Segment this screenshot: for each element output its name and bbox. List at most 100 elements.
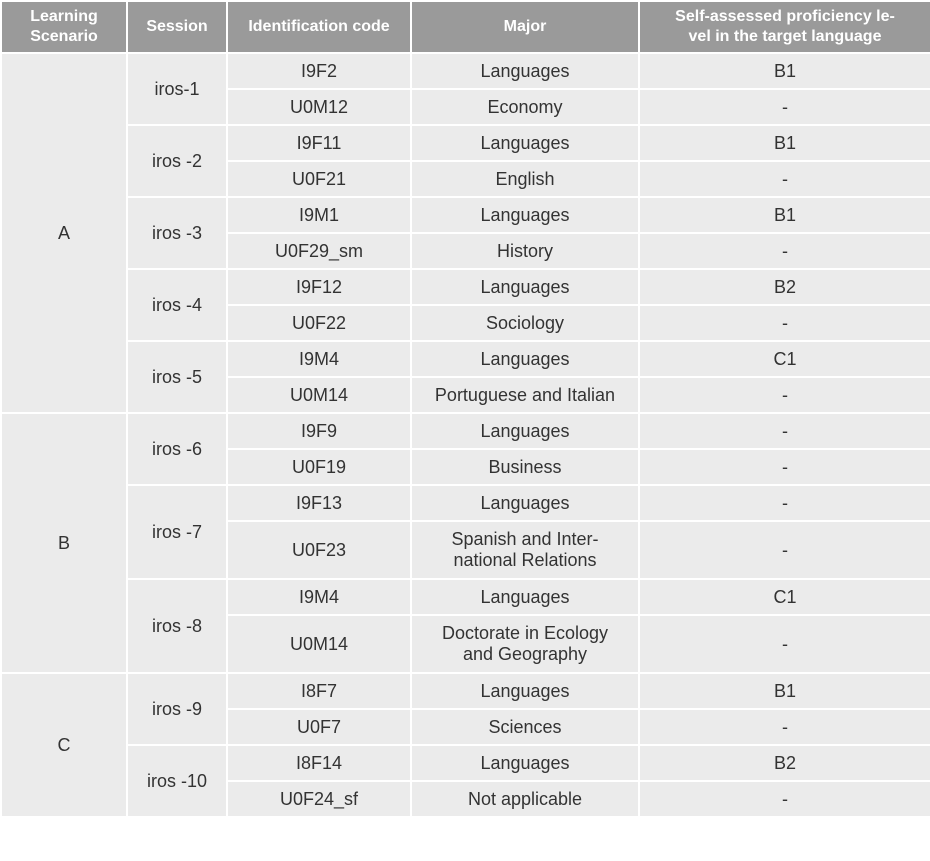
- scenario-cell: C: [0, 672, 128, 818]
- major-cell: Sciences: [410, 708, 640, 746]
- header-cell: Self-assessed proficiency le- vel in the…: [638, 0, 930, 54]
- major-cell: Languages: [410, 340, 640, 378]
- table-row: U0M12 Economy -: [1, 88, 930, 126]
- table-row: U0F24_sf Not applicable -: [1, 780, 930, 818]
- major-cell: Business: [410, 448, 640, 486]
- code-cell: I9F12: [226, 268, 412, 306]
- code-cell: I9F2: [226, 52, 412, 90]
- table-row: iros -7 I9F13 Languages -: [1, 484, 930, 580]
- session-cell: iros -5: [126, 340, 228, 414]
- session-cell: iros -10: [126, 744, 228, 818]
- level-cell: B1: [638, 196, 930, 234]
- table-row: iros -10 I8F14 Languages B2: [1, 744, 930, 818]
- table-row: iros -4 I9F12 Languages B2: [1, 268, 930, 342]
- code-cell: U0F24_sf: [226, 780, 412, 818]
- level-cell: -: [638, 614, 930, 674]
- code-cell: I9M1: [226, 196, 412, 234]
- major-cell: Sociology: [410, 304, 640, 342]
- code-cell: U0F19: [226, 448, 412, 486]
- major-cell: Languages: [410, 52, 640, 90]
- level-cell: C1: [638, 340, 930, 378]
- table-row: iros -8 I9M4 Languages C1: [1, 578, 930, 674]
- level-cell: -: [638, 484, 930, 522]
- major-cell: Not applicable: [410, 780, 640, 818]
- level-cell: B1: [638, 52, 930, 90]
- session-cell: iros-1: [126, 52, 228, 126]
- level-cell: -: [638, 304, 930, 342]
- code-cell: U0F21: [226, 160, 412, 198]
- major-cell: Languages: [410, 744, 640, 782]
- level-cell: C1: [638, 578, 930, 616]
- header-cell: Major: [410, 0, 640, 54]
- session-cell: iros -2: [126, 124, 228, 198]
- table-row: U0F29_sm History -: [1, 232, 930, 270]
- table-row: U0F22 Sociology -: [1, 304, 930, 342]
- session-cell: iros -4: [126, 268, 228, 342]
- major-cell: Languages: [410, 268, 640, 306]
- code-cell: U0F7: [226, 708, 412, 746]
- session-cell: iros -3: [126, 196, 228, 270]
- level-cell: -: [638, 448, 930, 486]
- major-cell: Languages: [410, 196, 640, 234]
- code-cell: I9F9: [226, 412, 412, 450]
- code-cell: U0M14: [226, 614, 412, 674]
- code-cell: I8F7: [226, 672, 412, 710]
- table-row: U0F19 Business -: [1, 448, 930, 486]
- table-row: iros -2 I9F11 Languages B1: [1, 124, 930, 198]
- level-cell: -: [638, 160, 930, 198]
- header-row: Learning Scenario Session Identification c…: [0, 0, 930, 54]
- code-cell: I8F14: [226, 744, 412, 782]
- table-row: U0M14 Portuguese and Italian -: [1, 376, 930, 414]
- level-cell: B1: [638, 672, 930, 710]
- session-cell: iros -7: [126, 484, 228, 580]
- table-row: U0F7 Sciences -: [1, 708, 930, 746]
- code-cell: I9F11: [226, 124, 412, 162]
- code-cell: U0F29_sm: [226, 232, 412, 270]
- header-cell: Session: [126, 0, 228, 54]
- session-cell: iros -6: [126, 412, 228, 486]
- major-cell: Languages: [410, 412, 640, 450]
- level-cell: -: [638, 708, 930, 746]
- level-cell: B2: [638, 268, 930, 306]
- level-cell: -: [638, 412, 930, 450]
- code-cell: U0M14: [226, 376, 412, 414]
- major-cell: Doctorate in Ecology and Geography: [410, 614, 640, 674]
- header-cell: Identification code: [226, 0, 412, 54]
- major-cell: Portuguese and Italian: [410, 376, 640, 414]
- code-cell: U0F22: [226, 304, 412, 342]
- major-cell: Languages: [410, 578, 640, 616]
- session-cell: iros -8: [126, 578, 228, 674]
- participants-table: Learning Scenario Session Identification c…: [0, 0, 930, 818]
- code-cell: U0M12: [226, 88, 412, 126]
- major-cell: Economy: [410, 88, 640, 126]
- scenario-cell: B: [0, 412, 128, 674]
- scenario-cell: A: [0, 52, 128, 414]
- table-row: iros -5 I9M4 Languages C1: [1, 340, 930, 414]
- code-cell: I9F13: [226, 484, 412, 522]
- code-cell: I9M4: [226, 340, 412, 378]
- table-row: U0F21 English -: [1, 160, 930, 198]
- code-cell: I9M4: [226, 578, 412, 616]
- table-row: U0M14 Doctorate in Ecology and Geography -: [1, 614, 930, 674]
- major-cell: History: [410, 232, 640, 270]
- level-cell: -: [638, 376, 930, 414]
- level-cell: B1: [638, 124, 930, 162]
- level-cell: -: [638, 88, 930, 126]
- session-cell: iros -9: [126, 672, 228, 746]
- major-cell: Languages: [410, 124, 640, 162]
- level-cell: -: [638, 232, 930, 270]
- header-cell: Learning Scenario: [0, 0, 128, 54]
- major-cell: Spanish and Inter- national Relations: [410, 520, 640, 580]
- level-cell: -: [638, 780, 930, 818]
- major-cell: English: [410, 160, 640, 198]
- major-cell: Languages: [410, 672, 640, 710]
- table-row: iros -3 I9M1 Languages B1: [1, 196, 930, 270]
- level-cell: -: [638, 520, 930, 580]
- level-cell: B2: [638, 744, 930, 782]
- table-row: U0F23 Spanish and Inter- national Relatio…: [1, 520, 930, 580]
- major-cell: Languages: [410, 484, 640, 522]
